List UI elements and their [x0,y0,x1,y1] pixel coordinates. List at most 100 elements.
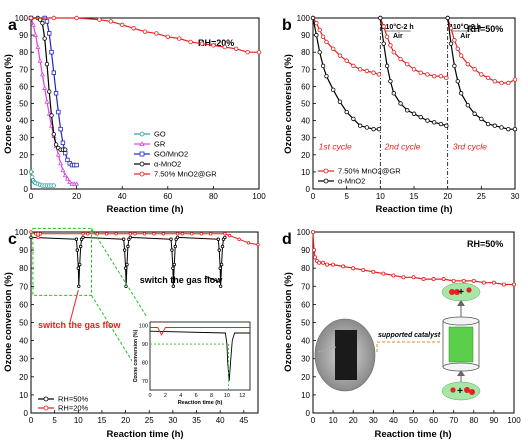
data-point [233,46,239,51]
data-point [53,142,59,147]
annotation-arrow [69,290,79,323]
inset-series-line [149,330,250,381]
data-point [237,237,241,241]
panel-c: c 0 5 10 15 20 25 30 35 40 4501020304050607080901… [3,227,260,440]
x-tick-label: 100 [252,192,266,201]
data-point [405,61,410,67]
data-point [472,67,477,72]
data-point [381,41,386,46]
data-point [219,262,224,267]
data-point [391,50,396,55]
data-point [139,131,145,137]
regeneration-label: 110°C-2 h [382,23,414,31]
data-point [472,111,477,116]
data-point [381,271,386,276]
data-point [310,229,315,234]
inset-y-tick-label: 100 [139,324,148,330]
inset-y-tick-label: 80 [142,360,148,366]
data-point [65,157,70,163]
data-point [81,232,85,236]
inset-x-tick-label: 12 [239,393,245,399]
data-point [211,43,216,48]
data-point [37,58,43,63]
data-point [317,27,322,33]
y-tick-label: 50 [301,319,310,328]
data-point [506,126,511,132]
data-point [384,63,390,69]
inset-x-tick-label: 8 [210,393,213,399]
data-point [86,232,90,236]
data-point [51,70,56,75]
data-point [29,230,33,234]
data-point [62,147,68,152]
y-axis-label-d: Ozone conversion (%) [283,272,294,372]
data-point [512,77,518,82]
data-point [344,58,349,63]
data-point [49,50,54,55]
y-axis-label-c: Ozone conversion (%) [3,272,14,372]
x-tick-label: 70 [449,416,458,425]
x-tick-label: 80 [469,416,478,425]
data-point [512,126,518,132]
x-axis-label-d: Reaction time (h) [374,429,451,440]
x-axis-label-b: Reaction time (h) [375,204,452,215]
x-tick-label: 30 [168,416,177,425]
y-tick-label: 30 [301,134,310,143]
switch-gas-label-1: switch the gas flow [38,320,122,330]
data-point [154,31,159,36]
data-point [455,79,460,84]
data-point [479,116,484,122]
x-tick-label: 0 [29,192,34,201]
data-point [76,266,80,270]
data-point [95,232,99,236]
data-point [188,39,193,45]
reactor-bottom [442,362,480,372]
molecule-icon [454,289,460,295]
data-point [351,266,356,271]
data-point [481,280,486,285]
data-point [165,34,170,40]
data-point [122,248,127,252]
data-point [324,39,329,45]
y-tick-label: 30 [19,355,28,364]
legend-label: 7.50% MnO2@GR [154,170,217,179]
x-tick-label: 20 [443,192,452,201]
data-point [491,280,496,285]
y-tick-label: 20 [301,151,310,160]
data-point [78,262,82,267]
data-point [29,235,33,240]
data-point [455,46,460,51]
legend-label: RH=20% [58,404,89,413]
y-tick-label: 70 [19,65,28,74]
data-point [411,67,417,72]
data-point [171,266,175,270]
data-point [331,87,336,93]
x-axis-label-a: Reaction time (h) [106,204,183,215]
y-tick-label: 10 [301,168,310,177]
data-point [391,91,396,96]
data-point [485,75,491,81]
data-point [376,126,382,132]
data-point [458,91,464,96]
x-tick-label: 60 [163,192,172,201]
y-tick-label: 100 [297,14,311,23]
y-tick-label: 90 [301,246,310,255]
data-point [317,260,322,265]
regeneration-label: 110°C-2 h [449,23,481,31]
data-point [43,396,49,402]
data-point [216,237,220,241]
data-point [62,172,68,178]
x-tick-label: 10 [376,192,385,201]
data-point [44,61,50,67]
data-point [256,50,262,55]
inset-plot: 0 2 4 6 8 10 12 70 80 90 100 Reaction time (h) Ozone… [132,316,256,408]
molecule-icon [466,287,472,293]
data-point [361,268,366,273]
inset-x-tick-label: 10 [224,393,230,399]
data-point [331,262,336,267]
data-point [42,85,48,90]
data-point [246,241,251,245]
data-point [398,101,403,106]
data-point [310,15,316,21]
